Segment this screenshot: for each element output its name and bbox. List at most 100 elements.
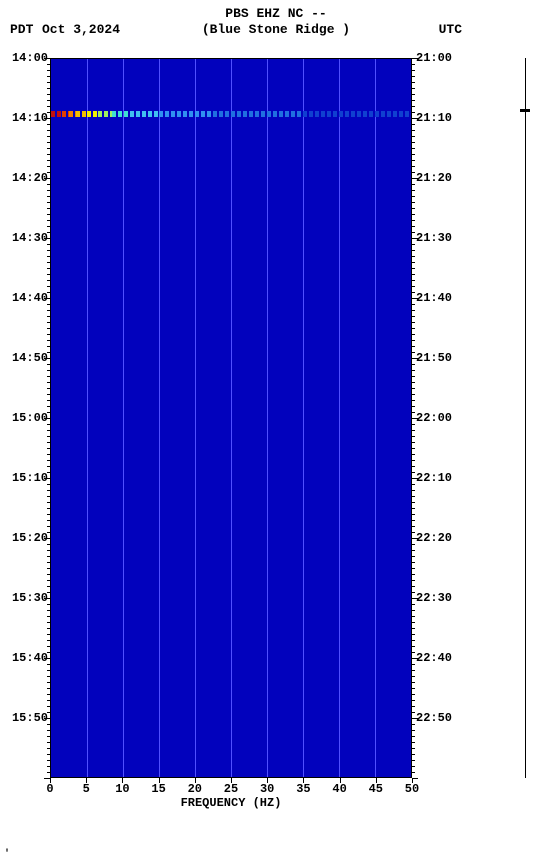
tick-mark — [47, 508, 50, 509]
tick-mark — [412, 466, 415, 467]
tick-mark — [412, 460, 415, 461]
tick-mark — [412, 352, 415, 353]
y-tick-right: 22:00 — [416, 411, 452, 425]
tick-mark — [412, 82, 415, 83]
footer-mark: ' — [4, 849, 10, 860]
tick-mark — [47, 310, 50, 311]
event-segment — [303, 111, 411, 117]
tick-mark — [412, 418, 418, 419]
tick-mark — [47, 466, 50, 467]
spectrogram-plot — [50, 58, 412, 778]
tick-mark — [412, 232, 415, 233]
tick-mark — [44, 118, 50, 119]
y-tick-left: 14:20 — [12, 171, 48, 185]
tick-mark — [47, 214, 50, 215]
tick-mark — [44, 538, 50, 539]
tick-mark — [86, 778, 87, 783]
tick-mark — [47, 346, 50, 347]
tick-mark — [412, 568, 415, 569]
tick-mark — [47, 364, 50, 365]
event-segment — [213, 111, 303, 117]
tick-mark — [47, 166, 50, 167]
tick-mark — [412, 196, 415, 197]
tick-mark — [412, 496, 415, 497]
y-tick-right: 22:10 — [416, 471, 452, 485]
tick-mark — [412, 730, 415, 731]
y-tick-left: 15:10 — [12, 471, 48, 485]
tick-mark — [412, 478, 418, 479]
tick-mark — [47, 496, 50, 497]
tick-mark — [412, 472, 415, 473]
tick-mark — [412, 166, 415, 167]
tick-mark — [47, 106, 50, 107]
tick-mark — [47, 88, 50, 89]
tick-mark — [44, 358, 50, 359]
tick-mark — [47, 202, 50, 203]
tick-mark — [412, 676, 415, 677]
tick-mark — [47, 754, 50, 755]
y-tick-right: 21:10 — [416, 111, 452, 125]
tick-mark — [412, 556, 415, 557]
y-tick-left: 14:40 — [12, 291, 48, 305]
tick-mark — [412, 742, 415, 743]
tick-mark — [412, 592, 415, 593]
tick-mark — [412, 484, 415, 485]
tick-mark — [47, 400, 50, 401]
tick-mark — [412, 364, 415, 365]
tick-mark — [412, 640, 415, 641]
tick-mark — [47, 772, 50, 773]
tick-mark — [47, 670, 50, 671]
tick-mark — [44, 298, 50, 299]
y-tick-right: 21:00 — [416, 51, 452, 65]
tick-mark — [47, 376, 50, 377]
tick-mark — [47, 124, 50, 125]
tick-mark — [412, 226, 415, 227]
tick-mark — [412, 298, 418, 299]
tick-mark — [47, 712, 50, 713]
tick-mark — [47, 556, 50, 557]
y-tick-right: 22:20 — [416, 531, 452, 545]
tick-mark — [47, 460, 50, 461]
tick-mark — [412, 268, 415, 269]
tick-mark — [412, 292, 415, 293]
tick-mark — [47, 148, 50, 149]
tick-mark — [44, 478, 50, 479]
tick-mark — [47, 616, 50, 617]
tick-mark — [412, 274, 415, 275]
tick-mark — [47, 688, 50, 689]
tick-mark — [47, 610, 50, 611]
tick-mark — [47, 640, 50, 641]
tick-mark — [412, 766, 415, 767]
tick-mark — [412, 238, 418, 239]
tick-mark — [412, 514, 415, 515]
tick-mark — [47, 208, 50, 209]
tick-mark — [47, 412, 50, 413]
event-segment — [76, 111, 87, 117]
event-segment — [98, 111, 112, 117]
tick-mark — [47, 76, 50, 77]
tick-mark — [412, 748, 415, 749]
tick-mark — [47, 370, 50, 371]
tick-mark — [412, 550, 415, 551]
tick-mark — [47, 112, 50, 113]
tick-mark — [47, 190, 50, 191]
tick-mark — [44, 598, 50, 599]
x-tick: 5 — [83, 782, 90, 796]
event-segment — [62, 111, 69, 117]
tick-mark — [47, 442, 50, 443]
event-segment — [87, 111, 98, 117]
tick-mark — [412, 490, 415, 491]
tick-mark — [412, 118, 418, 119]
tick-mark — [47, 268, 50, 269]
tick-mark — [412, 262, 415, 263]
tick-mark — [47, 154, 50, 155]
tick-mark — [47, 352, 50, 353]
tick-mark — [47, 472, 50, 473]
x-tick: 0 — [46, 782, 53, 796]
y-tick-left: 14:00 — [12, 51, 48, 65]
tick-mark — [412, 634, 415, 635]
tick-mark — [47, 262, 50, 263]
station-title: PBS EHZ NC -- — [0, 6, 552, 21]
tick-mark — [340, 778, 341, 783]
y-tick-left: 15:40 — [12, 651, 48, 665]
